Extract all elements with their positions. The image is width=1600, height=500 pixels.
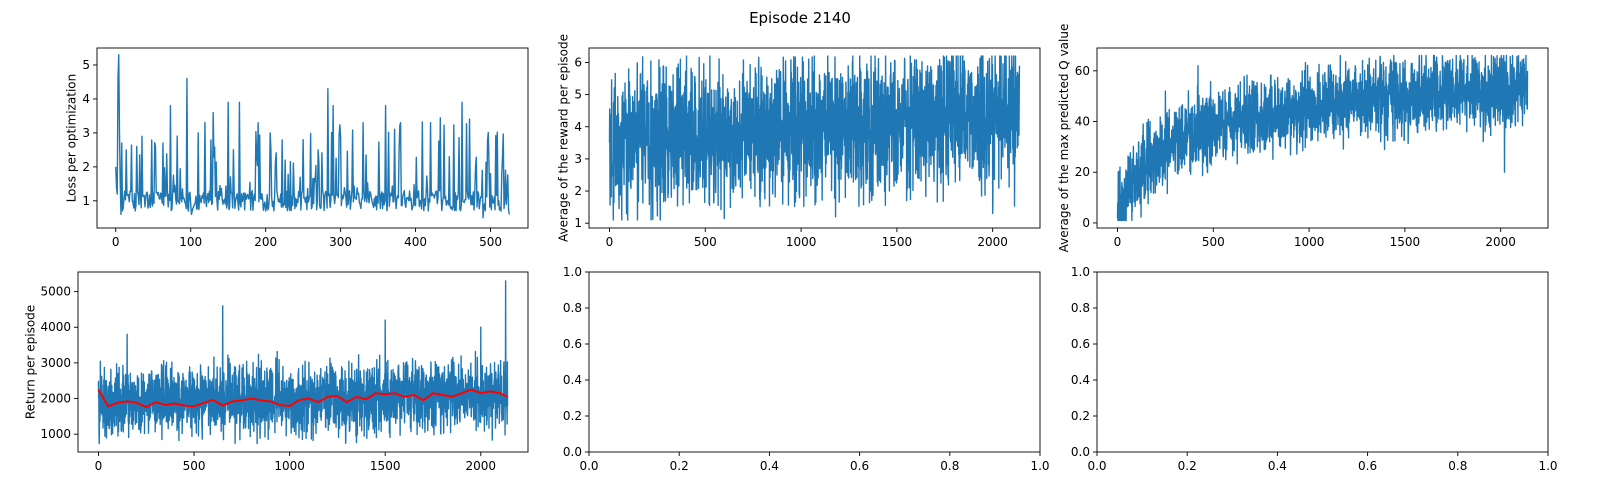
axes-frame-empty-2 bbox=[1096, 271, 1549, 453]
x-tick-label-empty-2: 0.4 bbox=[1268, 459, 1287, 473]
y-tick-label-loss: 5 bbox=[82, 58, 90, 72]
x-tick-label-return: 0 bbox=[95, 459, 103, 473]
y-tick-label-empty-2: 0.6 bbox=[1071, 337, 1090, 351]
axes-frame-avg-reward bbox=[588, 47, 1041, 229]
figure-suptitle: Episode 2140 bbox=[749, 9, 851, 27]
series-line-max-q-0 bbox=[1116, 54, 1529, 222]
x-tick-label-loss: 400 bbox=[404, 235, 427, 249]
y-tick-label-loss: 3 bbox=[82, 126, 90, 140]
subplot-max-q: 0 500 1000 1500 2000 0 20 40 60 Average of the ma… bbox=[1057, 24, 1549, 253]
y-tick-label-avg-reward: 1 bbox=[574, 216, 582, 230]
series-line-return-0 bbox=[97, 280, 509, 445]
x-tick-label-empty-2: 0.8 bbox=[1448, 459, 1467, 473]
x-tick-label-avg-reward: 1500 bbox=[882, 235, 913, 249]
y-tick-label-return: 4000 bbox=[40, 320, 71, 334]
series-line-return-1 bbox=[97, 388, 508, 409]
subplot-empty-2: 0.0 0.2 0.4 0.6 0.8 1.0 0.0 0.2 0.4 0.6 0.8 1.0 bbox=[1071, 265, 1558, 473]
x-tick-label-empty-2: 1.0 bbox=[1538, 459, 1557, 473]
x-tick-label-loss: 300 bbox=[329, 235, 352, 249]
x-tick-label-empty-1: 0.6 bbox=[850, 459, 869, 473]
subplot-empty-1: 0.0 0.2 0.4 0.6 0.8 1.0 0.0 0.2 0.4 0.6 0.8 1.0 bbox=[563, 265, 1050, 473]
y-tick-label-avg-reward: 5 bbox=[574, 88, 582, 102]
x-tick-label-loss: 200 bbox=[254, 235, 277, 249]
series-line-avg-reward-0 bbox=[608, 55, 1021, 221]
y-tick-label-max-q: 0 bbox=[1082, 216, 1090, 230]
x-tick-label-loss: 100 bbox=[179, 235, 202, 249]
y-tick-label-max-q: 60 bbox=[1075, 64, 1090, 78]
y-tick-label-empty-1: 0.8 bbox=[563, 301, 582, 315]
axes-frame-max-q bbox=[1096, 47, 1549, 229]
x-tick-label-empty-2: 0.6 bbox=[1358, 459, 1377, 473]
y-tick-label-empty-1: 0.2 bbox=[563, 409, 582, 423]
x-tick-label-max-q: 1500 bbox=[1390, 235, 1421, 249]
x-tick-label-return: 1500 bbox=[370, 459, 401, 473]
y-tick-label-max-q: 40 bbox=[1075, 115, 1090, 129]
x-tick-label-empty-1: 0.4 bbox=[760, 459, 779, 473]
x-tick-label-max-q: 1000 bbox=[1294, 235, 1325, 249]
x-tick-label-loss: 500 bbox=[479, 235, 502, 249]
x-tick-label-avg-reward: 0 bbox=[606, 235, 614, 249]
y-tick-label-max-q: 20 bbox=[1075, 165, 1090, 179]
y-tick-label-loss: 2 bbox=[82, 160, 90, 174]
y-axis-label-max-q: Average of the max predicted Q value bbox=[1057, 24, 1071, 253]
x-tick-label-avg-reward: 1000 bbox=[786, 235, 817, 249]
y-tick-label-return: 5000 bbox=[40, 285, 71, 299]
subplot-return: 0 500 1000 1500 2000 1000 2000 3000 4000 5000Retu… bbox=[23, 271, 529, 473]
x-tick-label-empty-2: 0.0 bbox=[1087, 459, 1106, 473]
y-tick-label-empty-2: 0.0 bbox=[1071, 445, 1090, 459]
series-line-loss-0 bbox=[115, 54, 510, 219]
x-tick-label-avg-reward: 500 bbox=[694, 235, 717, 249]
axes-frame-loss bbox=[96, 47, 529, 229]
y-tick-label-empty-2: 0.2 bbox=[1071, 409, 1090, 423]
x-tick-label-loss: 0 bbox=[112, 235, 120, 249]
y-tick-label-empty-1: 0.0 bbox=[563, 445, 582, 459]
x-tick-label-max-q: 0 bbox=[1114, 235, 1122, 249]
axes-frame-empty-1 bbox=[588, 271, 1041, 453]
y-tick-label-empty-2: 0.8 bbox=[1071, 301, 1090, 315]
y-axis-label-loss: Loss per optimization bbox=[65, 74, 79, 203]
y-tick-label-empty-2: 1.0 bbox=[1071, 265, 1090, 279]
x-tick-label-empty-2: 0.2 bbox=[1178, 459, 1197, 473]
x-tick-label-empty-1: 0.2 bbox=[670, 459, 689, 473]
x-tick-label-empty-1: 0.8 bbox=[940, 459, 959, 473]
y-tick-label-avg-reward: 4 bbox=[574, 120, 582, 134]
y-tick-label-empty-2: 0.4 bbox=[1071, 373, 1090, 387]
x-tick-label-return: 500 bbox=[183, 459, 206, 473]
x-tick-label-avg-reward: 2000 bbox=[977, 235, 1008, 249]
y-tick-label-empty-1: 0.4 bbox=[563, 373, 582, 387]
x-tick-label-empty-1: 0.0 bbox=[579, 459, 598, 473]
x-tick-label-max-q: 500 bbox=[1202, 235, 1225, 249]
y-tick-label-avg-reward: 6 bbox=[574, 55, 582, 69]
y-tick-label-return: 2000 bbox=[40, 392, 71, 406]
y-tick-label-empty-1: 0.6 bbox=[563, 337, 582, 351]
x-tick-label-return: 1000 bbox=[274, 459, 305, 473]
y-tick-label-avg-reward: 2 bbox=[574, 184, 582, 198]
x-tick-label-empty-1: 1.0 bbox=[1030, 459, 1049, 473]
y-tick-label-return: 1000 bbox=[40, 427, 71, 441]
y-tick-label-return: 3000 bbox=[40, 356, 71, 370]
y-tick-label-avg-reward: 3 bbox=[574, 152, 582, 166]
y-tick-label-loss: 1 bbox=[82, 194, 90, 208]
y-axis-label-return: Return per episode bbox=[23, 305, 37, 419]
x-tick-label-max-q: 2000 bbox=[1485, 235, 1516, 249]
axes-frame-return bbox=[77, 271, 529, 453]
x-tick-label-return: 2000 bbox=[466, 459, 497, 473]
y-tick-label-loss: 4 bbox=[82, 92, 90, 106]
y-tick-label-empty-1: 1.0 bbox=[563, 265, 582, 279]
y-axis-label-avg-reward: Average of the reward per episode bbox=[557, 34, 571, 242]
